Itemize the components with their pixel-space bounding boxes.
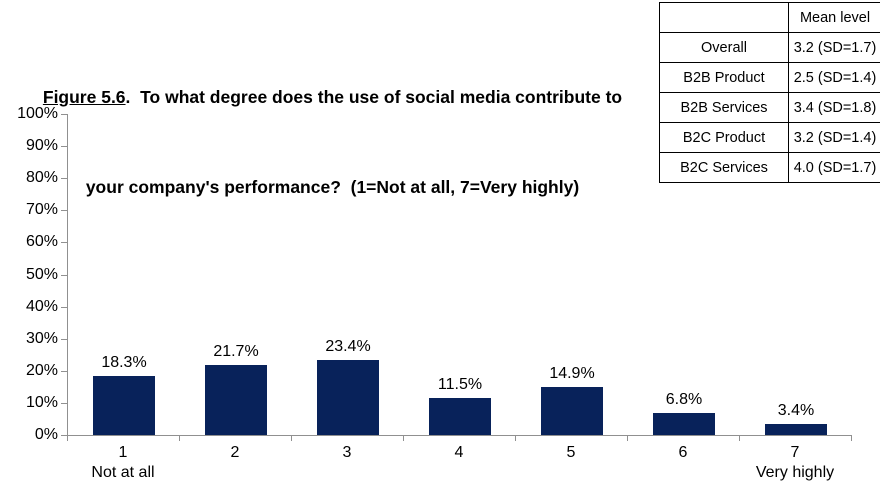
y-tick-mark [61, 178, 67, 180]
figure-label: Figure 5.6 [42, 87, 126, 107]
x-tick-mark [851, 436, 852, 441]
x-axis-sublabel: Very highly [755, 464, 835, 481]
bar-category-7 [765, 424, 827, 435]
bar-category-2 [205, 365, 267, 435]
y-tick-mark [61, 210, 67, 212]
mean-table-group-cell: B2B Product [659, 62, 789, 93]
y-tick-mark [61, 114, 67, 115]
bar-category-3 [317, 359, 379, 435]
mean-table-row: B2C Services 4.0 (SD=1.7) [659, 152, 880, 183]
y-tick-mark [61, 402, 67, 404]
mean-table-group-cell: B2C Services [659, 152, 789, 183]
bar-category-1 [93, 376, 155, 435]
x-axis-label-5: 5 [566, 444, 576, 461]
y-tick-label: 20% [25, 361, 58, 379]
mean-table-value-cell: 3.2 (SD=1.4) [788, 122, 880, 153]
y-tick-label: 90% [25, 137, 58, 155]
y-tick-mark [61, 242, 67, 244]
y-tick-mark [61, 338, 67, 340]
y-tick-label: 50% [25, 265, 58, 283]
bar-value-label: 14.9% [549, 365, 595, 383]
y-tick-mark [61, 146, 67, 148]
x-tick-mark [403, 436, 404, 441]
mean-table-group-cell: B2C Product [659, 122, 789, 153]
y-tick-label: 70% [25, 201, 58, 219]
y-tick-mark [61, 370, 67, 372]
plot-area: 18.3% 21.7% 23.4% 11.5% 14.9% 6.8% 3.4% [67, 114, 852, 436]
y-tick-label: 40% [25, 297, 58, 315]
y-axis: 0% 10% 20% 30% 40% 50% 60% 70% 80% 90% 100% [0, 105, 58, 443]
x-tick-mark [627, 436, 628, 441]
x-tick-mark [179, 436, 180, 441]
y-tick-label: 100% [17, 105, 58, 122]
x-axis-label-6: 6 [678, 444, 688, 461]
mean-table-corner-cell [659, 2, 789, 33]
x-axis-sublabel: Not at all [91, 464, 155, 481]
mean-table-group-cell: B2B Services [659, 92, 789, 123]
y-tick-mark [61, 306, 67, 308]
mean-level-table: Mean level Overall 3.2 (SD=1.7) B2B Produc… [659, 2, 880, 183]
y-tick-label: 10% [25, 393, 58, 411]
bar-value-label: 6.8% [665, 391, 703, 409]
mean-table-group-cell: Overall [659, 32, 789, 63]
x-axis-label-3: 3 [342, 444, 352, 461]
x-axis-label-7: 7 [790, 444, 800, 461]
x-tick-mark [739, 436, 740, 441]
x-axis-label-2: 2 [230, 444, 240, 461]
bar-value-label: 11.5% [437, 376, 483, 394]
mean-table-body: Overall 3.2 (SD=1.7) B2B Product 2.5 (SD=1.… [659, 32, 880, 183]
mean-table-row: B2B Product 2.5 (SD=1.4) [659, 62, 880, 93]
mean-table-value-cell: 3.4 (SD=1.8) [788, 92, 880, 123]
mean-table-value-cell: 3.2 (SD=1.7) [788, 32, 880, 63]
x-tick-mark [67, 436, 68, 441]
bar-value-label: 23.4% [325, 337, 371, 355]
y-tick-label: 60% [25, 233, 58, 251]
y-tick-label: 30% [25, 329, 58, 347]
figure-caption-line2: your company's performance? (1=Not at al… [85, 177, 580, 197]
mean-table-row: B2B Services 3.4 (SD=1.8) [659, 92, 880, 123]
y-tick-label: 0% [34, 426, 58, 443]
figure-caption-line1: Figure 5.6. To what degree does the use … [5, 82, 660, 112]
bar-category-5 [541, 387, 603, 435]
y-tick-label: 80% [25, 169, 58, 187]
mean-table-header-row: Mean level [659, 2, 880, 33]
y-tick-mark [61, 435, 67, 436]
bar-value-label: 3.4% [777, 402, 815, 420]
x-axis-label-1: 1 [118, 444, 128, 461]
bar-value-label: 21.7% [213, 343, 259, 361]
figure-caption: Figure 5.6. To what degree does the use … [5, 22, 660, 262]
x-tick-mark [515, 436, 516, 441]
y-tick-mark [61, 274, 67, 276]
mean-table-header-cell: Mean level [788, 2, 880, 33]
figure-title-text: . To what degree does the use of social … [125, 87, 623, 107]
mean-table-value-cell: 4.0 (SD=1.7) [788, 152, 880, 183]
bar-category-6 [653, 413, 715, 435]
x-axis-label-4: 4 [454, 444, 464, 461]
mean-table-value-cell: 2.5 (SD=1.4) [788, 62, 880, 93]
mean-table-row: B2C Product 3.2 (SD=1.4) [659, 122, 880, 153]
bar-value-label: 18.3% [101, 354, 147, 372]
bar-category-4 [429, 398, 491, 435]
mean-table-row: Overall 3.2 (SD=1.7) [659, 32, 880, 63]
x-tick-mark [291, 436, 292, 441]
